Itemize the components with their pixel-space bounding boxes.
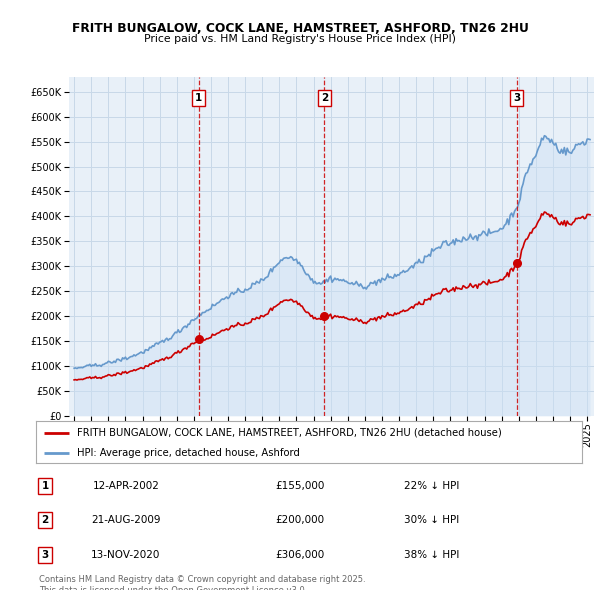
Text: £155,000: £155,000	[275, 481, 325, 491]
Text: 3: 3	[513, 93, 520, 103]
Text: Price paid vs. HM Land Registry's House Price Index (HPI): Price paid vs. HM Land Registry's House …	[144, 34, 456, 44]
Text: 21-AUG-2009: 21-AUG-2009	[91, 516, 161, 525]
Text: 13-NOV-2020: 13-NOV-2020	[91, 550, 161, 559]
Text: 22% ↓ HPI: 22% ↓ HPI	[404, 481, 460, 491]
Text: Contains HM Land Registry data © Crown copyright and database right 2025.
This d: Contains HM Land Registry data © Crown c…	[39, 575, 365, 590]
Text: FRITH BUNGALOW, COCK LANE, HAMSTREET, ASHFORD, TN26 2HU (detached house): FRITH BUNGALOW, COCK LANE, HAMSTREET, AS…	[77, 428, 502, 438]
Text: 3: 3	[41, 550, 49, 559]
Text: 2: 2	[41, 516, 49, 525]
Text: 1: 1	[195, 93, 202, 103]
Text: 12-APR-2002: 12-APR-2002	[92, 481, 160, 491]
Text: HPI: Average price, detached house, Ashford: HPI: Average price, detached house, Ashf…	[77, 448, 300, 457]
Text: £306,000: £306,000	[275, 550, 325, 559]
Text: 38% ↓ HPI: 38% ↓ HPI	[404, 550, 460, 559]
Text: 30% ↓ HPI: 30% ↓ HPI	[404, 516, 460, 525]
Text: FRITH BUNGALOW, COCK LANE, HAMSTREET, ASHFORD, TN26 2HU: FRITH BUNGALOW, COCK LANE, HAMSTREET, AS…	[71, 22, 529, 35]
Text: 1: 1	[41, 481, 49, 491]
Text: £200,000: £200,000	[275, 516, 325, 525]
Text: 2: 2	[321, 93, 328, 103]
